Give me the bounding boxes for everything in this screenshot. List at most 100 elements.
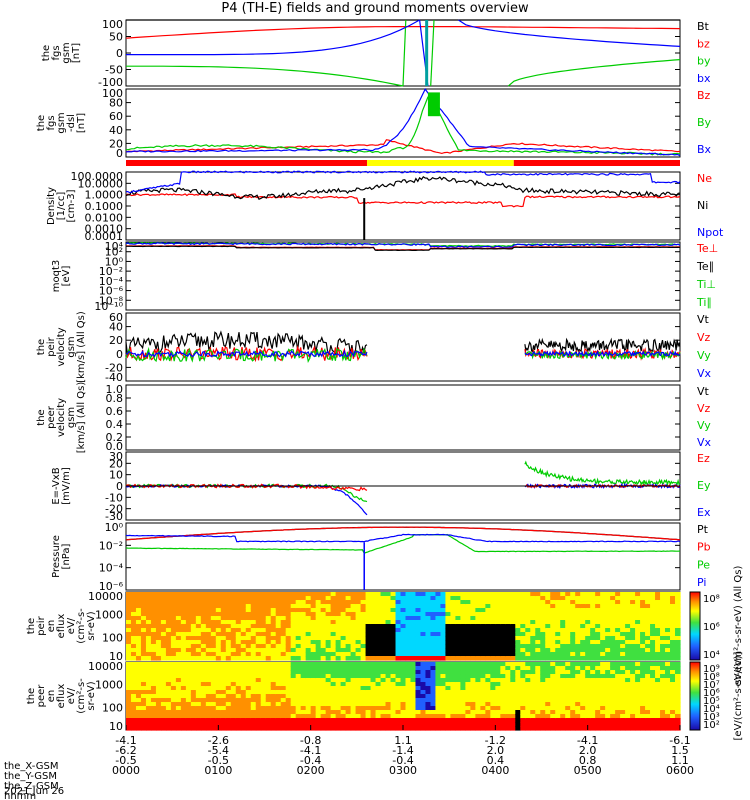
heatmap-cell [185, 666, 192, 671]
heatmap-cell [205, 722, 212, 727]
heatmap-cell [600, 714, 606, 719]
heatmap-cell [260, 652, 267, 657]
colorbar [689, 661, 701, 731]
heatmap-cell [645, 596, 651, 601]
heatmap-cell [585, 604, 591, 609]
heatmap-cell [285, 702, 292, 707]
heatmap-cell [475, 670, 481, 675]
heatmap-cell [570, 722, 576, 727]
heatmap-cell [135, 682, 142, 687]
heatmap-cell [290, 682, 297, 687]
x-tick-label: 2.0 [579, 744, 597, 757]
heatmap-cell [675, 652, 681, 657]
heatmap-cell [545, 604, 551, 609]
heatmap-cell [150, 722, 157, 727]
heatmap-cell [510, 596, 516, 601]
heatmap-cell [230, 722, 237, 727]
heatmap-cell [185, 608, 192, 613]
y-axis-label: velocity [56, 327, 67, 366]
heatmap-cell [310, 656, 317, 661]
heatmap-cell [600, 674, 606, 679]
heatmap-cell [290, 600, 297, 605]
heatmap-cell [520, 656, 526, 661]
heatmap-cell [295, 592, 302, 597]
y-tick-label: 0.1000 [85, 200, 124, 213]
heatmap-cell [170, 722, 177, 727]
heatmap-cell [655, 636, 661, 641]
heatmap-cell [525, 640, 531, 645]
heatmap-cell [560, 722, 566, 727]
heatmap-cell [315, 620, 322, 625]
heatmap-cell [300, 604, 307, 609]
heatmap-cell [370, 694, 377, 699]
heatmap-cell [295, 644, 302, 649]
heatmap-cell [375, 706, 382, 711]
heatmap-cell [225, 632, 232, 637]
heatmap-cell [165, 620, 172, 625]
heatmap-cell [570, 632, 576, 637]
heatmap-cell [570, 612, 576, 617]
heatmap-cell [445, 718, 452, 723]
heatmap-cell [450, 608, 457, 613]
heatmap-cell [550, 726, 556, 731]
heatmap-cell [325, 652, 332, 657]
heatmap-cell [655, 652, 661, 657]
heatmap-cell [345, 620, 352, 625]
heatmap-cell [205, 632, 212, 637]
heatmap-cell [265, 674, 272, 679]
heatmap-cell [210, 632, 217, 637]
heatmap-cell [530, 616, 536, 621]
heatmap-cell [470, 600, 476, 605]
heatmap-cell [460, 662, 466, 667]
heatmap-cell [660, 636, 666, 641]
heatmap-cell [385, 640, 392, 645]
heatmap-cell [640, 726, 646, 731]
heatmap-cell [260, 710, 267, 715]
heatmap-cell [570, 682, 576, 687]
heatmap-cell [230, 640, 237, 645]
heatmap-cell [190, 644, 197, 649]
heatmap-cell [470, 636, 476, 641]
heatmap-cell [265, 652, 272, 657]
heatmap-cell [400, 722, 407, 727]
heatmap-cell [130, 670, 137, 675]
heatmap-cell [320, 604, 327, 609]
heatmap-cell [180, 656, 187, 661]
legend-entry: Vz [697, 331, 711, 344]
heatmap-cell [645, 666, 651, 671]
heatmap-cell [400, 648, 407, 653]
heatmap-cell [470, 678, 476, 683]
heatmap-cell [200, 648, 207, 653]
heatmap-cell [410, 592, 417, 597]
heatmap-cell [305, 600, 312, 605]
heatmap-cell [270, 662, 277, 667]
y-axis-label: the [36, 339, 47, 355]
heatmap-cell [460, 726, 466, 731]
heatmap-cell [245, 662, 252, 667]
heatmap-cell [320, 616, 327, 621]
heatmap-cell [290, 698, 297, 703]
x-tick-label: -4.1 [115, 734, 136, 747]
heatmap-cell [665, 702, 671, 707]
heatmap-cell [655, 670, 661, 675]
heatmap-cell [605, 656, 611, 661]
heatmap-cell [435, 648, 442, 653]
heatmap-cell [480, 694, 486, 699]
heatmap-cell [570, 674, 576, 679]
heatmap-cell [180, 694, 187, 699]
heatmap-cell [405, 616, 412, 621]
heatmap-cell [480, 666, 486, 671]
heatmap-cell [395, 636, 402, 641]
heatmap-cell [245, 636, 252, 641]
heatmap-cell [560, 636, 566, 641]
heatmap-cell [485, 726, 491, 731]
heatmap-cell [460, 640, 466, 645]
heatmap-cell [560, 706, 566, 711]
heatmap-cell [325, 702, 332, 707]
heatmap-cell [575, 624, 581, 629]
heatmap-cell [275, 726, 282, 731]
heatmap-cell [555, 682, 561, 687]
heatmap-cell [665, 652, 671, 657]
heatmap-cell [315, 706, 322, 711]
heatmap-cell [415, 674, 422, 679]
